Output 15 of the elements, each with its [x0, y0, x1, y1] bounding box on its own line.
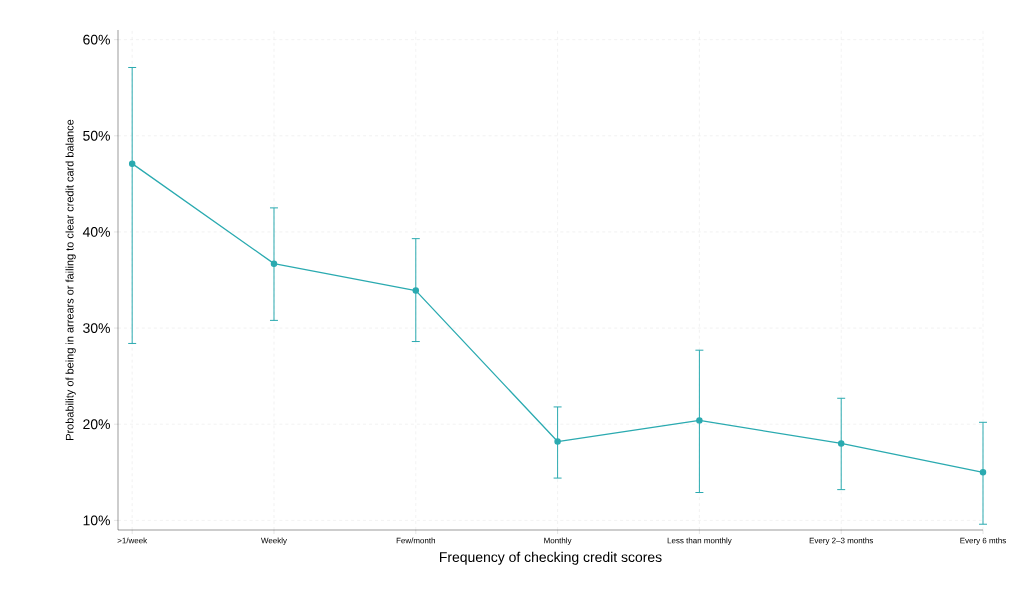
point — [979, 469, 987, 476]
y-tick-label: 20% — [83, 419, 110, 430]
point — [696, 417, 703, 424]
point — [270, 260, 278, 267]
y-tick-label: 40% — [82, 226, 110, 237]
point — [412, 287, 420, 294]
x-axis-title: Frequency of checking credit scores — [440, 551, 662, 565]
y-tick-label: 50% — [83, 130, 110, 141]
point — [128, 160, 136, 167]
y-axis-title: Probability of being in arrears or failing to clear credit card balance — [65, 119, 76, 440]
point — [837, 440, 845, 447]
y-tick-label: 30% — [83, 323, 110, 334]
point — [554, 438, 561, 445]
y-tick-label: 60% — [83, 34, 110, 45]
y-tick-label: 10% — [83, 515, 110, 526]
